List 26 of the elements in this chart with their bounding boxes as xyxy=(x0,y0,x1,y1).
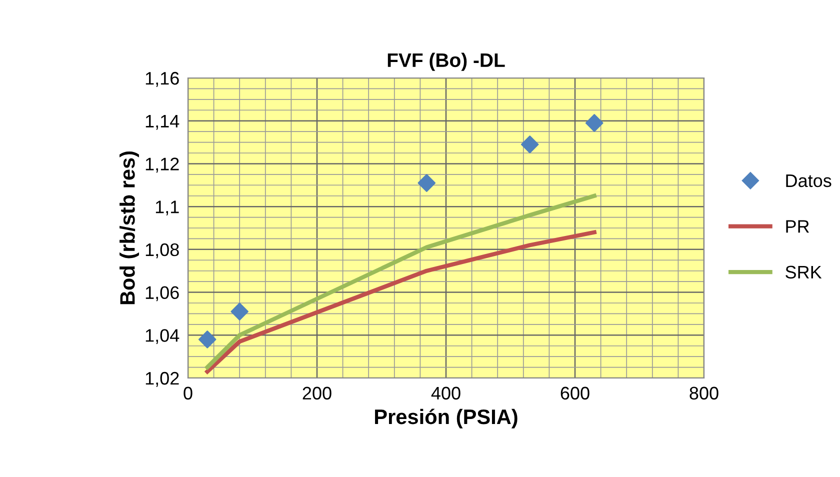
y-tick-label: 1,16 xyxy=(146,72,179,87)
legend-label: PR xyxy=(786,220,809,233)
y-axis-title: Bod (rb/stb res) xyxy=(120,151,139,304)
y-tick-label: 1,08 xyxy=(146,243,179,258)
y-tick-label: 1,06 xyxy=(146,286,179,302)
chart-title: FVF (Bo) -DL xyxy=(388,52,505,71)
legend-label: SRK xyxy=(786,266,822,279)
x-tick-label: 200 xyxy=(302,386,332,400)
point xyxy=(198,330,216,348)
line-series xyxy=(205,230,596,374)
point xyxy=(585,114,604,132)
x-tick-label: 800 xyxy=(690,386,718,400)
point xyxy=(230,302,249,320)
y-tick-label: 1,1 xyxy=(156,200,179,216)
line-series xyxy=(205,194,596,370)
x-tick-label: 400 xyxy=(431,386,460,400)
x-tick-label: 0 xyxy=(184,386,192,400)
legend-label: Datos xyxy=(786,174,832,188)
x-axis-title: Presión (PSIA) xyxy=(375,408,518,428)
point xyxy=(520,136,539,154)
y-tick-label: 1,04 xyxy=(146,329,180,344)
point xyxy=(418,174,436,192)
y-tick-label: 1,02 xyxy=(146,372,179,387)
y-tick-label: 1,14 xyxy=(146,114,180,130)
y-tick-label: 1,12 xyxy=(146,158,179,173)
x-tick-label: 600 xyxy=(560,386,590,400)
